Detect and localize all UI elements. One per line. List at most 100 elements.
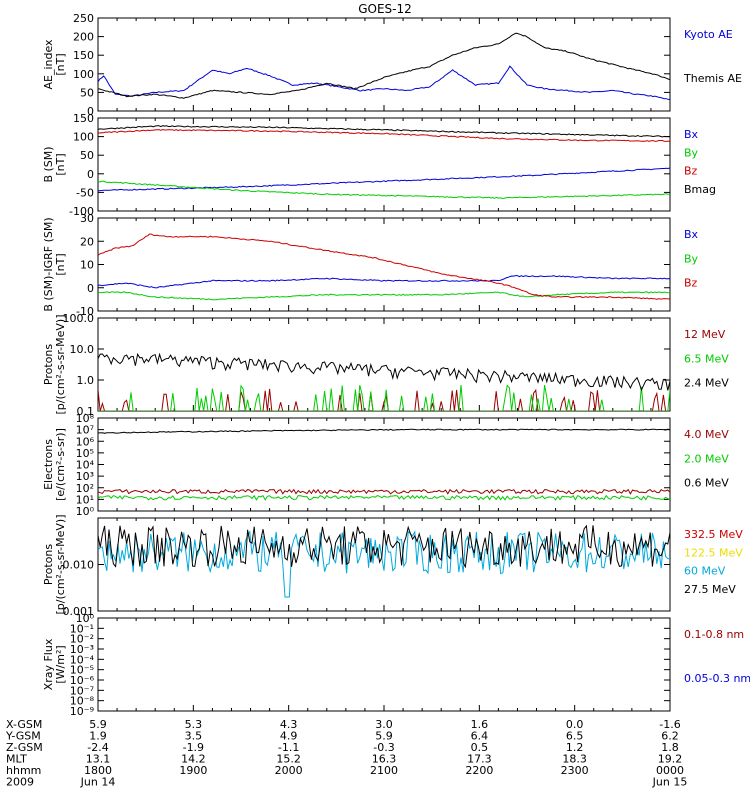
y-tick-label: 10⁻⁹ (70, 705, 94, 718)
legend-label: 0.1-0.8 nm (684, 628, 744, 641)
y-axis-label: Xray Flux (42, 638, 55, 690)
legend-label: Bx (684, 128, 699, 141)
legend-label: Themis AE (683, 72, 742, 85)
y-tick-label: 150 (73, 112, 94, 125)
y-axis-label: [p/(cm²-s-sr-MeV)] (54, 315, 67, 415)
legend-label: 122.5 MeV (684, 546, 743, 559)
y-tick-label: 100 (73, 68, 94, 81)
x-axis-value: 6.5 (566, 730, 584, 743)
y-tick-label: 0.010 (63, 559, 95, 572)
x-axis-value: 0.5 (471, 741, 489, 754)
x-axis-row-label: MLT (6, 753, 27, 766)
x-axis-row-label: Z-GSM (6, 741, 43, 754)
legend-label: By (684, 252, 699, 265)
y-tick-label: 10⁰ (76, 505, 95, 518)
panel-frame (97, 617, 671, 712)
y-axis-label: AE_index (42, 39, 55, 90)
legend-label: Bz (684, 277, 698, 290)
y-tick-label: 0 (87, 105, 94, 118)
x-axis-value: 4.3 (280, 718, 298, 731)
series-line-bz (98, 128, 670, 142)
y-axis-label: [e/(cm²-s-sr)] (54, 428, 67, 501)
x-axis-value: -0.3 (373, 741, 394, 754)
panel-frame (97, 17, 671, 112)
y-tick-label: 0.001 (63, 605, 95, 618)
legend-label: Bz (684, 165, 698, 178)
x-axis-value: 17.3 (467, 753, 492, 766)
x-axis-value: -2.4 (87, 741, 108, 754)
y-tick-label: -100 (69, 205, 94, 218)
y-tick-label: 10⁻⁵ (70, 664, 94, 677)
y-axis-label: Electrons (42, 439, 55, 490)
y-tick-label: 10⁰ (76, 612, 95, 625)
y-tick-label: 50 (80, 149, 94, 162)
x-axis-value: 1900 (179, 764, 207, 777)
series-line-by (98, 180, 670, 199)
legend-label: 4.0 MeV (684, 428, 729, 441)
panel-6 (97, 517, 671, 612)
series-line-4-0-mev (98, 488, 670, 495)
x-axis-value: 6.2 (661, 730, 679, 743)
y-tick-label: 0.1 (77, 405, 95, 418)
x-axis-value: 16.3 (372, 753, 397, 766)
y-tick-label: 10⁸ (76, 412, 95, 425)
legend-label: 0.05-0.3 nm (684, 672, 750, 685)
y-tick-label: 0 (87, 282, 94, 295)
x-axis-value: 3.5 (185, 730, 203, 743)
panel-2 (97, 117, 671, 212)
y-tick-label: 0 (87, 168, 94, 181)
x-axis-value: 2300 (561, 764, 589, 777)
x-axis-value: 18.3 (562, 753, 587, 766)
y-tick-label: 10⁻³ (70, 643, 94, 656)
series-line-2-4-mev (98, 352, 670, 392)
y-axis-label: Protons (42, 344, 55, 385)
legend-label: By (684, 146, 699, 159)
x-axis-value: 1800 (84, 764, 112, 777)
x-axis-value: 5.9 (375, 730, 393, 743)
x-axis-value: -1.9 (183, 741, 204, 754)
series-line-2-0-mev (98, 494, 670, 501)
x-axis-value: -1.1 (278, 741, 299, 754)
x-axis-value: 5.9 (89, 718, 107, 731)
x-axis-value: 6.4 (471, 730, 489, 743)
y-axis-label: [nT] (54, 153, 67, 175)
x-axis-row-label: Y-GSM (5, 730, 41, 743)
series-line-27-5-mev (98, 524, 670, 569)
y-axis-label: Protons (42, 544, 55, 585)
series-line-bmag (98, 125, 670, 138)
y-tick-label: 10⁵ (76, 447, 94, 460)
legend-label: Bmag (684, 183, 716, 196)
series-line-12-mev (98, 388, 670, 411)
series-line-60-mev (98, 530, 670, 598)
x-axis-value: 14.2 (181, 753, 206, 766)
y-tick-label: 10.0 (70, 343, 95, 356)
x-axis-value: 15.2 (276, 753, 301, 766)
x-axis-value: 0000 (656, 764, 684, 777)
x-axis-value: 0.0 (566, 718, 584, 731)
y-tick-label: 10⁻⁶ (70, 674, 95, 687)
x-axis-value: Jun 14 (80, 776, 116, 789)
series-line-bx (98, 167, 670, 192)
y-tick-label: 10⁻² (70, 633, 94, 646)
x-axis-value: 19.2 (658, 753, 683, 766)
panel-3 (97, 217, 671, 312)
legend-label: 2.0 MeV (684, 452, 729, 465)
legend-label: 12 MeV (684, 328, 726, 341)
legend-label: 2.4 MeV (684, 377, 729, 390)
y-tick-label: 10⁻⁸ (70, 695, 95, 708)
y-tick-label: 10² (76, 482, 94, 495)
series-line-by (98, 291, 670, 301)
panel-4 (97, 317, 671, 412)
y-tick-label: 10⁶ (76, 435, 95, 448)
y-tick-label: 30 (80, 212, 94, 225)
legend-label: Kyoto AE (684, 28, 733, 41)
y-tick-label: 10³ (76, 470, 94, 483)
panel-1 (97, 17, 671, 112)
y-tick-label: 1.0 (77, 374, 95, 387)
x-axis-row-label: X-GSM (6, 718, 42, 731)
series-line-bz (98, 233, 670, 300)
y-tick-label: 10⁻⁴ (70, 653, 95, 666)
legend-label: 60 MeV (684, 565, 726, 578)
legend-label: 6.5 MeV (684, 352, 729, 365)
